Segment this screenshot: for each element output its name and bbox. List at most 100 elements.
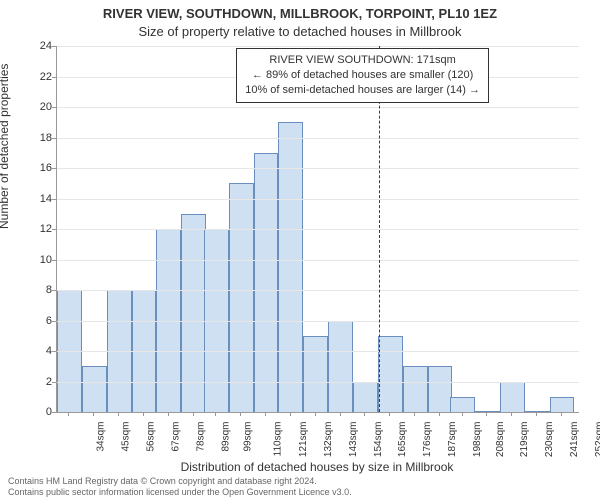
gridline (57, 260, 579, 261)
y-tick-label: 20 (12, 101, 52, 113)
x-tick-mark (486, 412, 487, 416)
bar (278, 122, 303, 412)
x-tick-label: 252sqm (594, 422, 600, 458)
x-tick-label: 110sqm (273, 422, 284, 457)
x-tick-label: 89sqm (220, 422, 231, 452)
annotation-line2: ← 89% of detached houses are smaller (12… (245, 68, 480, 83)
x-tick-label: 219sqm (520, 422, 531, 458)
x-tick-label: 56sqm (146, 422, 157, 452)
y-tick-label: 12 (12, 223, 52, 235)
x-tick-label: 143sqm (348, 422, 359, 458)
chart-root: RIVER VIEW, SOUTHDOWN, MILLBROOK, TORPOI… (0, 0, 600, 500)
y-tick-mark (52, 138, 56, 139)
x-tick-label: 165sqm (398, 422, 409, 458)
x-tick-mark (118, 412, 119, 416)
bar (525, 411, 550, 412)
gridline (57, 290, 579, 291)
bar (229, 183, 254, 412)
x-tick-mark (439, 412, 440, 416)
x-tick-label: 78sqm (195, 422, 206, 452)
gridline (57, 138, 579, 139)
gridline (57, 107, 579, 108)
x-tick-mark (215, 412, 216, 416)
x-tick-label: 67sqm (171, 422, 182, 452)
x-tick-mark (265, 412, 266, 416)
annotation-line3: 10% of semi-detached houses are larger (… (245, 83, 480, 98)
bar (428, 366, 453, 412)
x-tick-label: 208sqm (495, 422, 506, 458)
x-tick-mark (536, 412, 537, 416)
footer-line2: Contains public sector information licen… (8, 487, 592, 497)
bar (378, 336, 403, 412)
x-tick-label: 132sqm (323, 422, 334, 458)
x-tick-label: 187sqm (447, 422, 458, 458)
x-tick-mark (240, 412, 241, 416)
x-tick-mark (462, 412, 463, 416)
y-tick-mark (52, 382, 56, 383)
x-tick-label: 99sqm (243, 422, 254, 452)
gridline (57, 229, 579, 230)
gridline (57, 321, 579, 322)
bar (82, 366, 107, 412)
bar (328, 321, 353, 413)
bar (303, 336, 328, 412)
y-axis-label: Number of detached properties (0, 64, 11, 229)
y-tick-mark (52, 168, 56, 169)
gridline (57, 351, 579, 352)
x-tick-mark (511, 412, 512, 416)
chart-title-line2: Size of property relative to detached ho… (0, 24, 600, 39)
x-tick-mark (290, 412, 291, 416)
gridline (57, 199, 579, 200)
y-tick-label: 8 (12, 284, 52, 296)
gridline (57, 382, 579, 383)
y-tick-label: 14 (12, 193, 52, 205)
x-tick-mark (68, 412, 69, 416)
y-tick-mark (52, 412, 56, 413)
y-tick-label: 0 (12, 406, 52, 418)
bar (475, 411, 500, 412)
y-tick-mark (52, 107, 56, 108)
x-tick-mark (193, 412, 194, 416)
y-tick-mark (52, 77, 56, 78)
x-tick-label: 241sqm (569, 422, 580, 458)
y-tick-label: 2 (12, 376, 52, 388)
x-tick-mark (414, 412, 415, 416)
x-tick-label: 230sqm (544, 422, 555, 458)
x-axis-label: Distribution of detached houses by size … (56, 460, 578, 474)
bar (550, 397, 575, 412)
y-tick-label: 4 (12, 345, 52, 357)
x-tick-mark (561, 412, 562, 416)
x-tick-label: 198sqm (472, 422, 483, 458)
y-tick-label: 18 (12, 132, 52, 144)
x-tick-mark (315, 412, 316, 416)
y-tick-label: 6 (12, 315, 52, 327)
plot-area: RIVER VIEW SOUTHDOWN: 171sqm ← 89% of de… (56, 46, 579, 413)
bar (353, 382, 378, 413)
x-tick-mark (143, 412, 144, 416)
chart-title-line1: RIVER VIEW, SOUTHDOWN, MILLBROOK, TORPOI… (0, 6, 600, 21)
x-tick-label: 121sqm (298, 422, 309, 458)
y-tick-mark (52, 290, 56, 291)
y-tick-label: 16 (12, 162, 52, 174)
annotation-line1: RIVER VIEW SOUTHDOWN: 171sqm (245, 53, 480, 68)
x-tick-mark (364, 412, 365, 416)
x-tick-mark (93, 412, 94, 416)
x-tick-label: 34sqm (96, 422, 107, 452)
bar (403, 366, 428, 412)
x-tick-mark (168, 412, 169, 416)
footer-attribution: Contains HM Land Registry data © Crown c… (8, 476, 592, 497)
x-tick-mark (389, 412, 390, 416)
bar (450, 397, 475, 412)
y-tick-mark (52, 199, 56, 200)
annotation-box: RIVER VIEW SOUTHDOWN: 171sqm ← 89% of de… (236, 48, 489, 103)
footer-line1: Contains HM Land Registry data © Crown c… (8, 476, 592, 486)
x-tick-label: 176sqm (422, 422, 433, 458)
y-tick-mark (52, 46, 56, 47)
y-tick-label: 22 (12, 71, 52, 83)
gridline (57, 46, 579, 47)
y-tick-mark (52, 351, 56, 352)
x-tick-label: 154sqm (373, 422, 384, 458)
gridline (57, 168, 579, 169)
y-tick-mark (52, 260, 56, 261)
y-tick-label: 10 (12, 254, 52, 266)
